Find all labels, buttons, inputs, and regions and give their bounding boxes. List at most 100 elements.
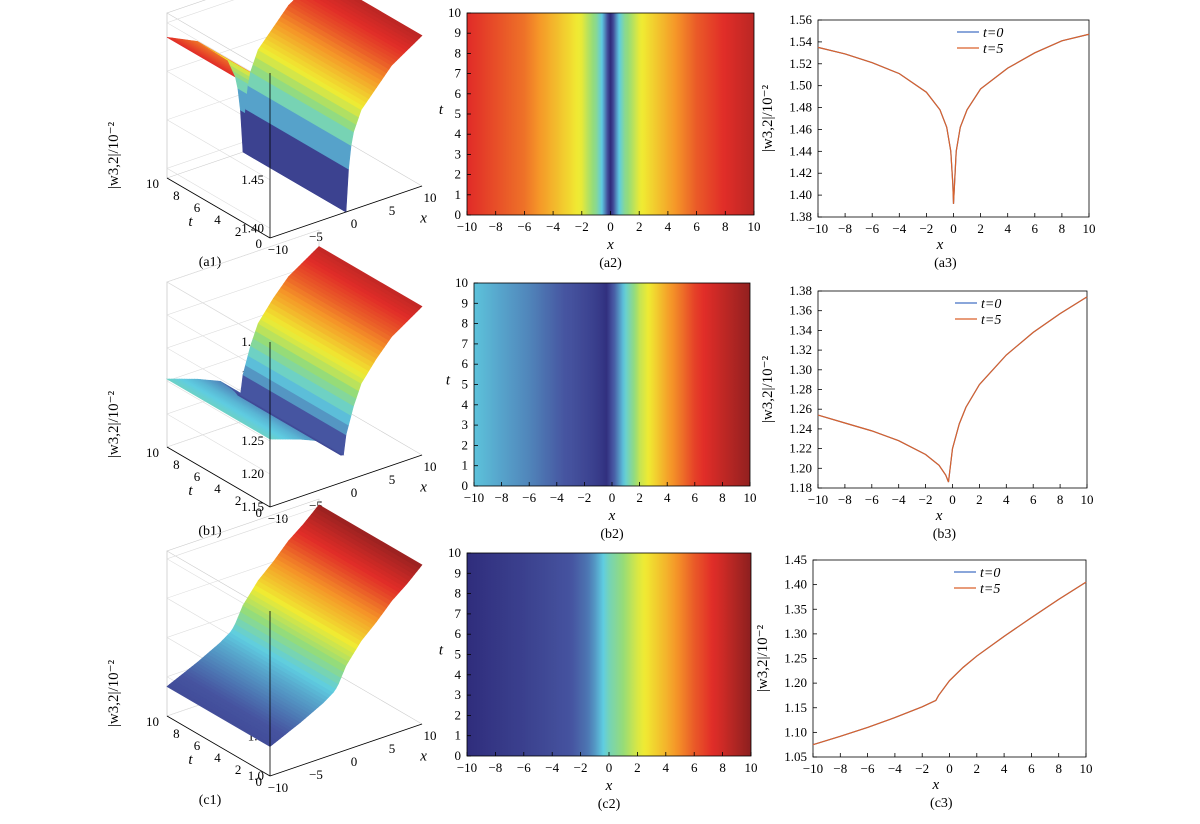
- xtick-b3: −6: [865, 492, 879, 507]
- line-panel-c3: −10 −8 −6 −4 −2 0 2 4 6 8 10 1.05 1.10 1.15 1.20 1.25 1.…: [755, 552, 1093, 811]
- ttick-b1: 2: [235, 493, 242, 508]
- t-axis-b1: [166, 446, 271, 508]
- legend-label-c3-1: t=5: [980, 582, 1000, 597]
- xtick-b3: −10: [808, 492, 828, 507]
- ytick-c3: 1.30: [784, 626, 807, 641]
- xtick-c3: 6: [1028, 761, 1035, 776]
- ylabel-b3: |w3,2|/10⁻²: [760, 355, 776, 423]
- ttick-a1: 0: [256, 236, 263, 251]
- xtick-b3: 10: [1081, 492, 1094, 507]
- xtick-b2: −10: [464, 490, 484, 505]
- xtick-c2: −10: [457, 760, 477, 775]
- xtick-b3: −8: [838, 492, 852, 507]
- xtick-b1: 10: [424, 459, 437, 474]
- xtick-c2: 4: [663, 760, 670, 775]
- xtick-b1: 0: [351, 485, 358, 500]
- ytick-b3: 1.24: [789, 421, 812, 436]
- xlabel-a2: x: [606, 237, 614, 253]
- ytick-a3: 1.46: [789, 121, 812, 136]
- ytick-a3: 1.56: [789, 12, 812, 27]
- ytick-b3: 1.30: [789, 362, 812, 377]
- ttick-c1: 6: [194, 738, 201, 753]
- ytick-a2: 10: [448, 5, 461, 20]
- tlabel-c1: t: [188, 752, 193, 768]
- caption-b3: (b3): [933, 527, 957, 542]
- xlabel-c2: x: [605, 778, 613, 794]
- surface-strip: [353, 0, 423, 39]
- xtick-b2: 10: [744, 490, 757, 505]
- caption-a3: (a3): [934, 256, 957, 271]
- ytick-b3: 1.28: [789, 382, 812, 397]
- ytick-a3: 1.54: [789, 34, 812, 49]
- xtick-c2: −4: [545, 760, 559, 775]
- surface-panel-c1: 1.01.11.21.31.4−10−505100246810xt|w3,2|/…: [106, 498, 437, 808]
- xtick-a3: 10: [1083, 221, 1096, 236]
- xtick-c2: −8: [488, 760, 502, 775]
- series-line-a3-0: [817, 33, 1090, 204]
- ytick-c3: 1.35: [784, 601, 807, 616]
- surface-strip: [316, 504, 423, 569]
- ytick-b2: 5: [462, 377, 469, 392]
- xlabel-b3: x: [935, 508, 943, 524]
- surface-panel-a1: 1.401.451.501.55−10−505100246810xt|w3,2|…: [106, 0, 437, 270]
- ttick-a1: 6: [194, 200, 201, 215]
- xtick-a3: −10: [808, 221, 828, 236]
- xtick-a2: −4: [546, 219, 560, 234]
- xtick-c3: −2: [915, 761, 929, 776]
- ylabel-a3: |w3,2|/10⁻²: [760, 84, 776, 152]
- ytick-c3: 1.45: [784, 552, 807, 567]
- xtick-b2: 4: [664, 490, 671, 505]
- ytick-c2: 0: [455, 748, 462, 763]
- xtick-c3: 8: [1055, 761, 1062, 776]
- surface-strip: [326, 0, 413, 49]
- ttick-c1: 2: [235, 762, 242, 777]
- xlabel-a3: x: [936, 237, 944, 253]
- legend-label-a3-1: t=5: [983, 42, 1003, 57]
- ytick-a2: 4: [455, 126, 462, 141]
- xlabel-a1: x: [419, 210, 427, 226]
- line-panel-a3: −10 −8 −6 −4 −2 0 2 4 6 8 10 1.38 1.40 1.42 1.44 1.46 1.…: [760, 12, 1096, 271]
- xtick-a2: 4: [665, 219, 672, 234]
- ytick-b3: 1.36: [789, 303, 812, 318]
- xtick-c1: 0: [351, 754, 358, 769]
- ytick-b2: 8: [462, 316, 469, 331]
- caption-b1: (b1): [198, 524, 222, 539]
- heatmap-panel-b2: −10 −8 −6 −4 −2 0 2 4 6 8 10 0 1 2 3 4 5 6 7 8 9 10 x t (b2): [446, 275, 757, 542]
- xtick-c2: 10: [745, 760, 758, 775]
- xtick-c2: 0: [606, 760, 613, 775]
- heatmap-a2: [467, 13, 754, 215]
- surface-strip: [333, 0, 415, 46]
- legend-label-b3-1: t=5: [981, 313, 1001, 328]
- ytick-b3: 1.20: [789, 460, 812, 475]
- legend-label-b3-0: t=0: [981, 297, 1001, 312]
- ytick-c2: 7: [455, 606, 462, 621]
- plot-frame-b3: [817, 290, 1088, 489]
- zgrid-c1: [166, 506, 320, 620]
- surface-strip: [319, 0, 410, 51]
- ytick-c2: 4: [455, 667, 462, 682]
- xtick-b3: 6: [1030, 492, 1037, 507]
- xtick-a2: −2: [575, 219, 589, 234]
- ytick-a2: 9: [455, 25, 462, 40]
- surface-strip: [305, 0, 405, 56]
- legend-label-c3-0: t=0: [980, 566, 1000, 581]
- ztick-a1: 1.45: [241, 172, 264, 187]
- xtick-b2: −6: [522, 490, 536, 505]
- xtick-b1: 5: [389, 472, 396, 487]
- ytick-a3: 1.42: [789, 165, 812, 180]
- xtick-a2: 0: [607, 219, 614, 234]
- ytick-c3: 1.05: [784, 749, 807, 764]
- heatmap-b2: [474, 283, 750, 486]
- ytick-c2: 3: [455, 687, 462, 702]
- xtick-c3: 0: [946, 761, 953, 776]
- xtick-c1: −10: [268, 780, 288, 795]
- xlabel-b2: x: [608, 508, 616, 524]
- ttick-c1: 10: [146, 714, 159, 729]
- ytick-c2: 10: [448, 545, 461, 560]
- surface-strip: [312, 0, 408, 54]
- ytick-a2: 7: [455, 66, 462, 81]
- ztick-b1: 1.20: [241, 466, 264, 481]
- series-line-b3-0: [817, 296, 1088, 483]
- xtick-b3: 0: [949, 492, 956, 507]
- xtick-c3: 2: [974, 761, 981, 776]
